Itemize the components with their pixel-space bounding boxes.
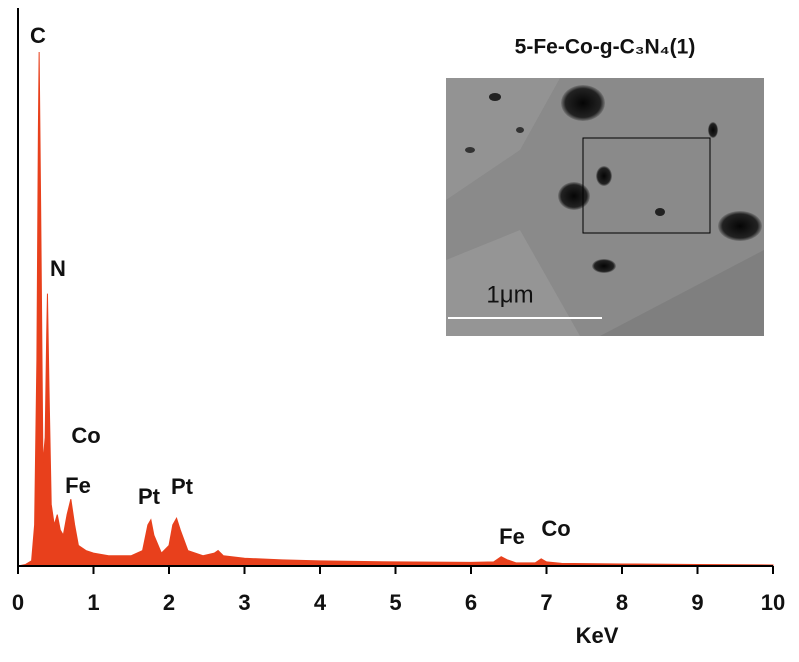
peak-label: Pt <box>171 474 194 499</box>
pore <box>718 211 762 241</box>
peak-label: Fe <box>65 473 91 498</box>
pore <box>655 208 665 216</box>
x-tick-label: 10 <box>761 590 785 615</box>
x-tick-label: 1 <box>87 590 99 615</box>
x-tick-label: 2 <box>163 590 175 615</box>
x-tick-label: 0 <box>12 590 24 615</box>
pore <box>592 259 616 273</box>
peak-label: Pt <box>138 484 161 509</box>
x-tick-label: 7 <box>540 590 552 615</box>
x-tick-label: 6 <box>465 590 477 615</box>
x-tick-label: 5 <box>389 590 401 615</box>
page: 1μm 5-Fe-Co-g-C₃N₄(1) KeV 0 1 2 3 4 5 6 7 8 9 10 C N… <box>0 0 799 662</box>
x-tick-label: 3 <box>238 590 250 615</box>
x-tick-label: 8 <box>616 590 628 615</box>
x-axis-label: KeV <box>576 623 619 648</box>
x-tick-label: 9 <box>691 590 703 615</box>
pore <box>465 147 475 153</box>
peak-label: Co <box>71 423 100 448</box>
pore <box>561 85 605 121</box>
pore <box>558 182 590 210</box>
scale-bar-label: 1μm <box>486 281 533 308</box>
pore <box>708 122 718 138</box>
pore <box>489 93 501 101</box>
peak-label: Fe <box>499 524 525 549</box>
peak-label: N <box>50 256 66 281</box>
peak-label: Co <box>541 516 570 541</box>
chart: 1μm 5-Fe-Co-g-C₃N₄(1) KeV 0 1 2 3 4 5 6 7 8 9 10 C N… <box>0 0 799 657</box>
pore <box>596 166 612 186</box>
pore <box>516 127 524 133</box>
peak-label: C <box>30 23 46 48</box>
inset-title: 5-Fe-Co-g-C₃N₄(1) <box>515 36 696 59</box>
x-tick-label: 4 <box>314 590 327 615</box>
sem-inset: 1μm <box>446 78 764 336</box>
